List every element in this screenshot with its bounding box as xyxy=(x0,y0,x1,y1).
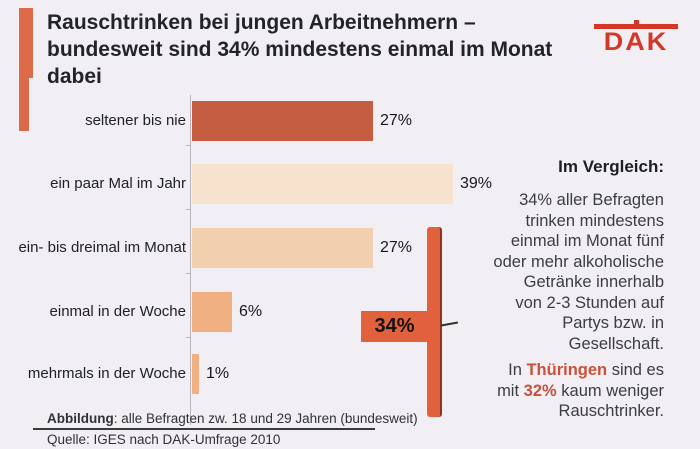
category-label: mehrmals in der Woche xyxy=(27,365,186,382)
bar-row: mehrmals in der Woche 1% xyxy=(0,354,700,394)
category-label: seltener bis nie xyxy=(85,112,186,129)
category-label: einmal in der Woche xyxy=(49,303,186,320)
title-accent-bar-lower xyxy=(19,78,29,131)
dak-logo: DAK xyxy=(594,20,678,56)
comparison-heading: Im Vergleich: xyxy=(558,157,664,176)
title-line-2: bundesweit sind 34% mindestens einmal im… xyxy=(47,38,553,61)
value-label: 39% xyxy=(460,175,493,192)
axis-tick xyxy=(186,337,190,338)
title-line-1: Rauschtrinken bei jungen Arbeitnehmern – xyxy=(47,11,476,34)
panel-text-line: oder mehr alkoholische xyxy=(493,252,664,271)
panel-text-line: Partys bzw. in xyxy=(562,314,664,332)
page-title: Rauschtrinken bei jungen Arbeitnehmern –… xyxy=(47,9,592,90)
highlight-thueringen: Thüringen xyxy=(526,361,608,379)
panel-text-line: trinken mindestens xyxy=(525,211,665,230)
panel-text-line: 34% aller Befragten xyxy=(519,191,664,209)
bar-row: einmal in der Woche 6% xyxy=(0,292,700,332)
source-line: Quelle: IGES nach DAK-Umfrage 2010 xyxy=(47,432,281,447)
panel-text-line: einmal im Monat fünf xyxy=(510,232,664,250)
value-label: 27% xyxy=(380,239,413,256)
text-segment: mit xyxy=(497,381,524,400)
text-segment: In xyxy=(508,361,527,379)
highlight-32-percent: 32% xyxy=(523,381,557,400)
bar xyxy=(192,228,373,268)
category-label: ein- bis dreimal im Monat xyxy=(18,239,186,256)
bar-row: seltener bis nie 27% xyxy=(0,101,700,141)
panel-text-line: von 2-3 Stunden auf xyxy=(515,293,664,312)
panel-text-line: Gesellschaft. xyxy=(568,334,664,353)
axis-tick xyxy=(186,273,190,274)
comparison-panel: Im Vergleich: 34% aller Befragten trinke… xyxy=(434,157,664,422)
bar-row: ein paar Mal im Jahr 39% xyxy=(0,164,700,204)
figure-caption-label: Abbildung xyxy=(47,411,114,426)
text-segment: kaum weniger xyxy=(556,381,664,400)
panel-text-line: Rauschtrinker. xyxy=(558,402,664,420)
panel-text-line: Getränke innerhalb xyxy=(523,273,664,291)
bar xyxy=(192,101,373,141)
bar xyxy=(192,354,199,394)
value-label: 6% xyxy=(239,303,263,320)
value-label: 27% xyxy=(380,112,413,129)
dak-logo-apex xyxy=(634,20,639,25)
dak-logo-topbar xyxy=(594,20,678,29)
dak-logo-text: DAK xyxy=(603,28,669,56)
bar-row: ein- bis dreimal im Monat 27% xyxy=(0,228,700,268)
value-label: 1% xyxy=(206,365,230,382)
category-label: ein paar Mal im Jahr xyxy=(50,175,186,192)
group-annotation-badge: 34% xyxy=(361,311,428,342)
title-line-3: dabei xyxy=(47,65,102,88)
title-accent-bar xyxy=(19,8,33,78)
panel-text-line: In Thüringen sind es xyxy=(434,360,664,381)
axis-tick xyxy=(186,209,190,210)
y-axis-line xyxy=(190,95,191,425)
figure-caption-text: : alle Befragten zw. 18 und 29 Jahren (b… xyxy=(113,411,418,426)
bar xyxy=(192,164,453,204)
comparison-paragraph-2: In Thüringen sind es mit 32% kaum wenige… xyxy=(434,360,664,422)
text-segment: sind es xyxy=(607,361,664,379)
axis-tick xyxy=(186,145,190,146)
panel-text-line: mit 32% kaum weniger xyxy=(434,381,664,402)
bar xyxy=(192,292,232,332)
figure-caption: Abbildung: alle Befragten zw. 18 und 29 … xyxy=(33,411,418,430)
comparison-paragraph-1: 34% aller Befragten trinken mindestens e… xyxy=(434,190,664,354)
group-bracket-bar xyxy=(427,227,442,417)
